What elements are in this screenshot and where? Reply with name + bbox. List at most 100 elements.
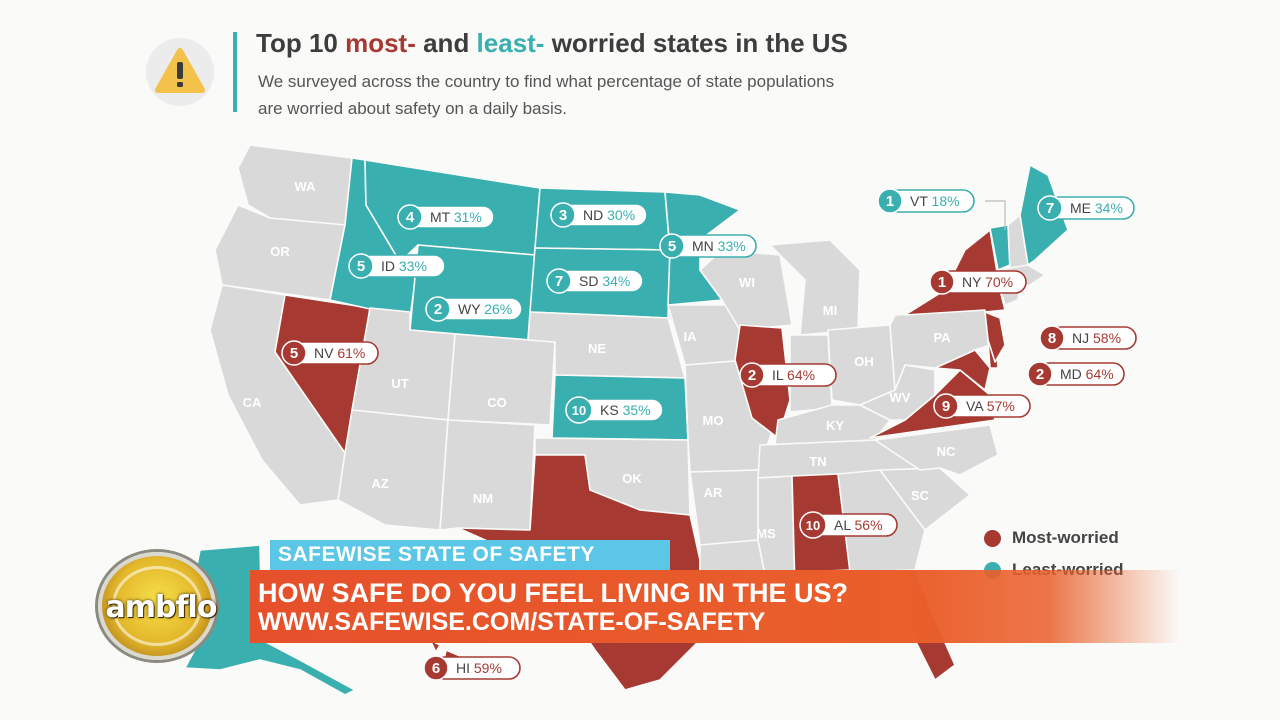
rank-pill-ks: 10 KS 35% xyxy=(565,396,664,424)
rank-badge xyxy=(348,253,374,279)
rank-pill-mt: 4 MT 31% xyxy=(397,204,495,230)
rank-badge xyxy=(929,269,955,295)
rank-state: AL 56% xyxy=(834,517,883,533)
rank-percent: 18% xyxy=(932,193,960,209)
label-ok: OK xyxy=(622,471,642,486)
label-oh: OH xyxy=(854,354,874,369)
rank-percent: 56% xyxy=(855,517,883,533)
rank-badge xyxy=(877,188,903,214)
lower-third-kicker: SAFEWISE STATE OF SAFETY xyxy=(270,540,670,570)
rank-pill-me: 7 ME 34% xyxy=(1037,195,1135,221)
rank-percent: 64% xyxy=(1086,366,1114,382)
rank-pill-al: 10 AL 56% xyxy=(799,511,898,539)
rank-pill-vt: 1 VT 18% xyxy=(877,188,975,214)
rank-state: MT 31% xyxy=(430,209,482,225)
rank-number: 5 xyxy=(668,238,676,255)
rank-pill-il: 2 IL 64% xyxy=(739,362,837,388)
label-mo: MO xyxy=(703,413,724,428)
rank-number: 2 xyxy=(434,301,442,318)
rank-number: 2 xyxy=(748,367,756,384)
state-nc[interactable] xyxy=(874,424,999,476)
logo-ring xyxy=(112,566,202,646)
rank-number: 8 xyxy=(1048,330,1056,347)
rank-state: WY 26% xyxy=(458,301,512,317)
lower-third-url: WWW.SAFEWISE.COM/STATE-OF-SAFETY xyxy=(258,608,766,636)
rank-badge xyxy=(546,268,572,294)
rank-percent: 58% xyxy=(1093,330,1121,346)
logo-text: ambflo xyxy=(105,590,218,625)
state-az[interactable] xyxy=(337,409,449,531)
label-pa: PA xyxy=(933,330,951,345)
rank-number: 5 xyxy=(290,345,298,362)
rank-badge xyxy=(1037,195,1063,221)
rank-badge xyxy=(659,233,685,259)
rank-number: 3 xyxy=(559,207,567,224)
page-subtitle: We surveyed across the country to find w… xyxy=(258,72,835,118)
label-ar: AR xyxy=(704,485,723,500)
rank-number: 2 xyxy=(1036,366,1044,383)
rank-state: NV 61% xyxy=(314,345,365,361)
label-ne: NE xyxy=(588,341,606,356)
state-nm[interactable] xyxy=(439,419,536,531)
rank-badge xyxy=(425,296,451,322)
rank-state: KS 35% xyxy=(600,402,651,418)
label-wa: WA xyxy=(295,179,317,194)
rank-badge xyxy=(933,393,959,419)
label-ky: KY xyxy=(826,418,844,433)
label-sc: SC xyxy=(911,488,930,503)
rank-pill-nj: 8 NJ 58% xyxy=(1039,325,1137,351)
label-tn: TN xyxy=(809,454,826,469)
rank-badge xyxy=(1027,361,1053,387)
kicker-text: SAFEWISE STATE OF SAFETY xyxy=(278,543,595,566)
title-rule xyxy=(233,32,237,112)
rank-state: IL 64% xyxy=(772,367,815,383)
rank-percent: 34% xyxy=(1095,200,1123,216)
label-ms: MS xyxy=(756,526,776,541)
state-ar[interactable] xyxy=(689,469,761,546)
rank-state: NJ 58% xyxy=(1072,330,1121,346)
rank-badge xyxy=(565,396,593,424)
rank-badge xyxy=(550,202,576,228)
state-nj[interactable] xyxy=(984,311,1006,363)
rank-pill-wy: 2 WY 26% xyxy=(425,296,523,322)
rank-number: 4 xyxy=(406,209,415,226)
legend-most-label: Most-worried xyxy=(1012,528,1119,547)
rank-percent: 64% xyxy=(787,367,815,383)
rank-pill-hi: 6 HI 59% xyxy=(423,655,521,681)
page-title: Top 10 most- and least- worried states i… xyxy=(256,28,848,58)
label-or: OR xyxy=(270,244,290,259)
rank-pill-nd: 3 ND 30% xyxy=(550,202,648,228)
rank-badge xyxy=(1039,325,1065,351)
rank-number: 1 xyxy=(938,274,946,291)
label-wi: WI xyxy=(739,275,755,290)
rank-state: SD 34% xyxy=(579,273,630,289)
label-nc: NC xyxy=(937,444,956,459)
rank-percent: 33% xyxy=(718,238,746,254)
label-wv: WV xyxy=(890,390,911,405)
rank-pill-sd: 7 SD 34% xyxy=(546,268,644,294)
label-az: AZ xyxy=(371,476,388,491)
rank-percent: 35% xyxy=(623,402,651,418)
rank-pill-id: 5 ID 33% xyxy=(348,253,446,279)
rank-percent: 31% xyxy=(454,209,482,225)
rank-badge xyxy=(281,340,307,366)
lower-third-headline: HOW SAFE DO YOU FEEL LIVING IN THE US? xyxy=(258,578,849,608)
rank-percent: 70% xyxy=(985,274,1013,290)
rank-badge xyxy=(397,204,423,230)
rank-pill-md: 2 MD 64% xyxy=(1027,361,1125,387)
rank-number: 10 xyxy=(806,518,820,533)
label-ut: UT xyxy=(391,376,408,391)
state-co[interactable] xyxy=(447,333,556,426)
label-co: CO xyxy=(487,395,507,410)
legend-most-swatch xyxy=(984,530,1001,547)
rank-number: 7 xyxy=(555,273,563,290)
rank-number: 9 xyxy=(942,398,950,415)
rank-percent: 26% xyxy=(484,301,512,317)
rank-badge xyxy=(799,511,827,539)
rank-pill-mn: 5 MN 33% xyxy=(659,233,757,259)
label-ia: IA xyxy=(684,329,698,344)
rank-state: MN 33% xyxy=(692,238,746,254)
rank-number: 1 xyxy=(886,193,894,210)
